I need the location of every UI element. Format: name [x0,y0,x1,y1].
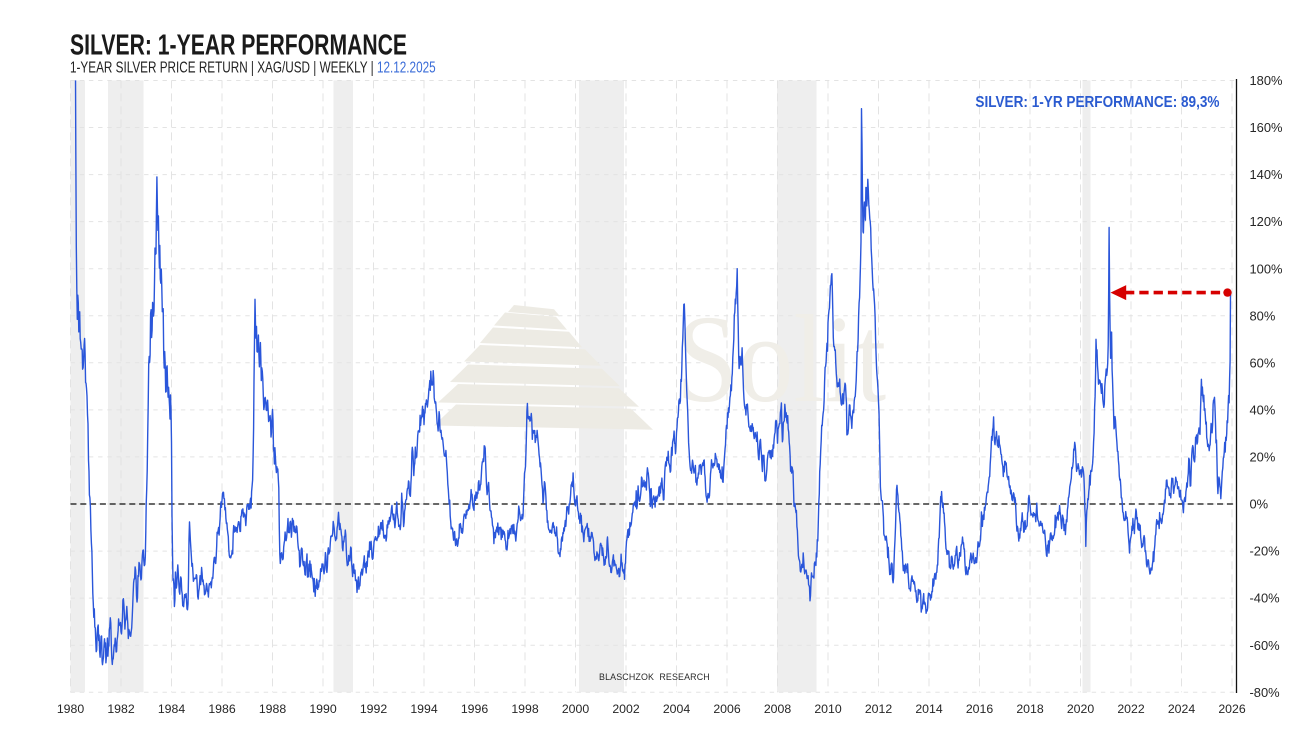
svg-text:-20%: -20% [1250,544,1280,559]
svg-text:2006: 2006 [713,702,741,716]
svg-text:1992: 1992 [360,702,388,716]
svg-text:SILVER: 1-YR PERFORMANCE: 89,3: SILVER: 1-YR PERFORMANCE: 89,3% [975,94,1219,111]
svg-text:2008: 2008 [764,702,792,716]
svg-text:2014: 2014 [915,702,943,716]
svg-text:40%: 40% [1250,403,1276,418]
svg-text:1984: 1984 [158,702,186,716]
svg-text:1990: 1990 [309,702,337,716]
svg-text:180%: 180% [1250,73,1283,88]
svg-text:60%: 60% [1250,355,1276,370]
svg-text:140%: 140% [1250,167,1283,182]
svg-text:100%: 100% [1250,261,1283,276]
svg-text:120%: 120% [1250,214,1283,229]
svg-text:1988: 1988 [259,702,287,716]
svg-text:1994: 1994 [410,702,438,716]
svg-text:2016: 2016 [966,702,994,716]
svg-text:2002: 2002 [612,702,640,716]
svg-text:2024: 2024 [1168,702,1196,716]
svg-text:2026: 2026 [1218,702,1246,716]
svg-text:1986: 1986 [208,702,236,716]
svg-text:2022: 2022 [1117,702,1145,716]
svg-text:1996: 1996 [461,702,489,716]
svg-text:-60%: -60% [1250,638,1280,653]
svg-text:80%: 80% [1250,308,1276,323]
svg-text:BLASCHZOK RESEARCH: BLASCHZOK RESEARCH [599,672,710,682]
svg-text:2010: 2010 [814,702,842,716]
svg-text:-40%: -40% [1250,591,1280,606]
svg-text:20%: 20% [1250,450,1276,465]
svg-text:1-YEAR SILVER PRICE RETURN | X: 1-YEAR SILVER PRICE RETURN | XAG/USD | W… [70,59,436,76]
svg-text:2018: 2018 [1016,702,1044,716]
svg-text:2020: 2020 [1067,702,1095,716]
svg-text:2004: 2004 [663,702,691,716]
svg-text:1998: 1998 [511,702,539,716]
svg-text:2012: 2012 [865,702,893,716]
svg-text:1980: 1980 [57,702,85,716]
svg-text:SILVER: 1-YEAR PERFORMANCE: SILVER: 1-YEAR PERFORMANCE [70,29,407,61]
svg-text:160%: 160% [1250,120,1283,135]
svg-text:2000: 2000 [562,702,590,716]
svg-text:1982: 1982 [107,702,135,716]
svg-text:-80%: -80% [1250,685,1280,700]
svg-text:0%: 0% [1250,497,1269,512]
